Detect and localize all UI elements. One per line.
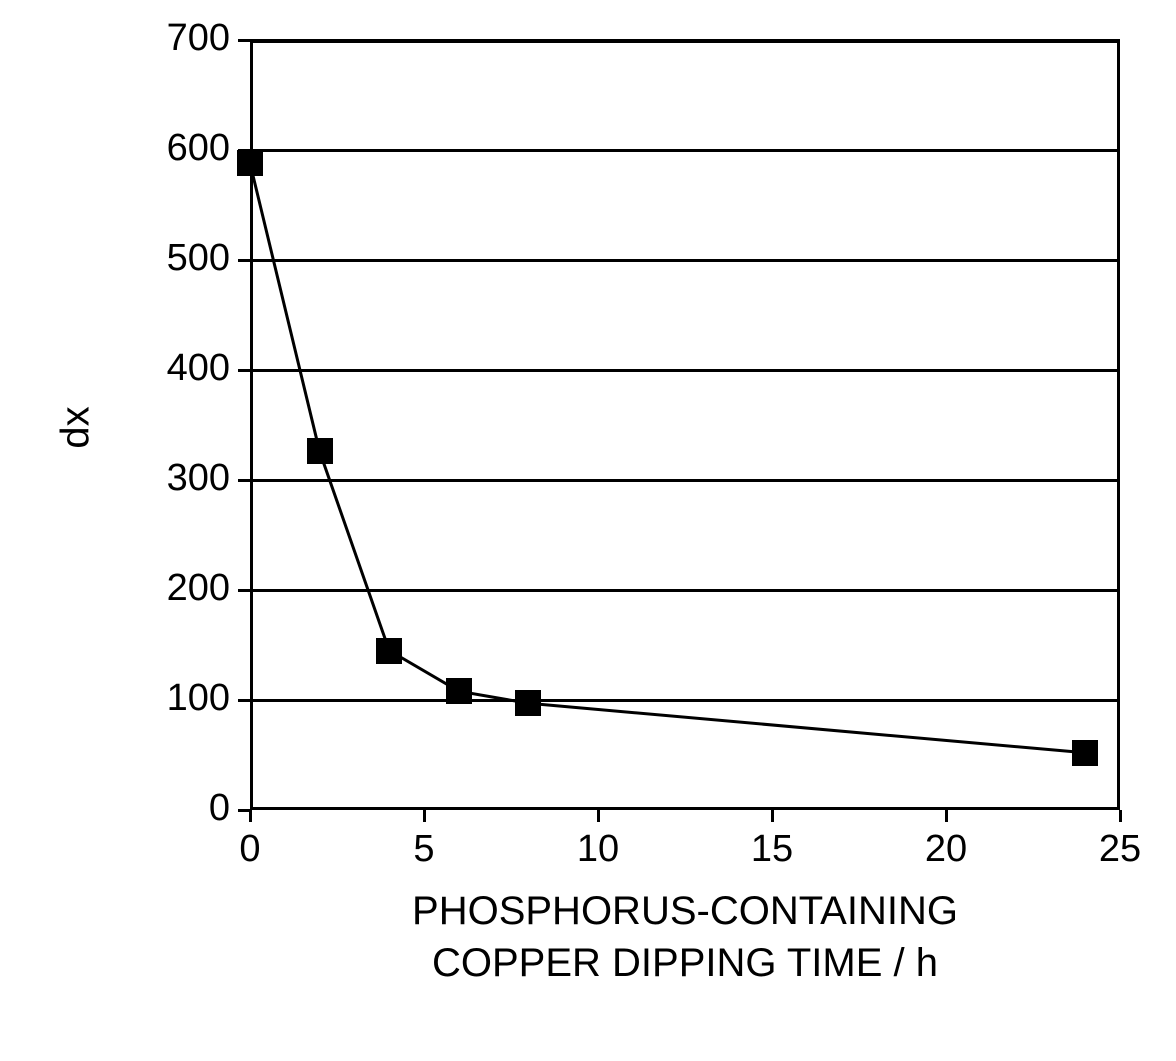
gridline-horizontal <box>250 479 1120 482</box>
y-tick-label: 100 <box>140 677 230 720</box>
y-tick-label: 300 <box>140 457 230 500</box>
x-tick <box>771 810 774 822</box>
y-tick-label: 0 <box>140 787 230 830</box>
y-tick <box>238 479 250 482</box>
y-axis-label: dx <box>54 406 99 448</box>
x-axis-label-line: COPPER DIPPING TIME / h <box>250 937 1120 989</box>
y-tick <box>238 39 250 42</box>
x-axis-label: PHOSPHORUS-CONTAININGCOPPER DIPPING TIME… <box>250 885 1120 989</box>
x-tick-label: 15 <box>732 828 812 871</box>
data-point-marker <box>376 638 402 664</box>
x-tick-label: 20 <box>906 828 986 871</box>
gridline-horizontal <box>250 39 1120 42</box>
gridline-horizontal <box>250 589 1120 592</box>
data-point-marker <box>237 150 263 176</box>
data-point-marker <box>1072 740 1098 766</box>
x-tick <box>597 810 600 822</box>
data-line <box>250 163 1085 753</box>
x-tick-label: 25 <box>1080 828 1160 871</box>
y-tick-label: 500 <box>140 237 230 280</box>
y-tick <box>238 589 250 592</box>
y-tick <box>238 369 250 372</box>
x-tick-label: 0 <box>210 828 290 871</box>
x-tick <box>945 810 948 822</box>
gridline-horizontal <box>250 369 1120 372</box>
x-tick-label: 5 <box>384 828 464 871</box>
data-point-marker <box>515 690 541 716</box>
y-tick <box>238 259 250 262</box>
y-tick-label: 700 <box>140 17 230 60</box>
y-tick-label: 200 <box>140 567 230 610</box>
x-tick-label: 10 <box>558 828 638 871</box>
gridline-horizontal <box>250 149 1120 152</box>
data-point-marker <box>307 438 333 464</box>
gridline-horizontal <box>250 699 1120 702</box>
y-tick-label: 400 <box>140 347 230 390</box>
x-axis-label-line: PHOSPHORUS-CONTAINING <box>250 885 1120 937</box>
y-tick-label: 600 <box>140 127 230 170</box>
x-tick <box>249 810 252 822</box>
y-tick <box>238 699 250 702</box>
gridline-horizontal <box>250 259 1120 262</box>
x-tick <box>423 810 426 822</box>
chart-container: dx PHOSPHORUS-CONTAININGCOPPER DIPPING T… <box>50 30 1150 1030</box>
data-point-marker <box>446 678 472 704</box>
x-tick <box>1119 810 1122 822</box>
